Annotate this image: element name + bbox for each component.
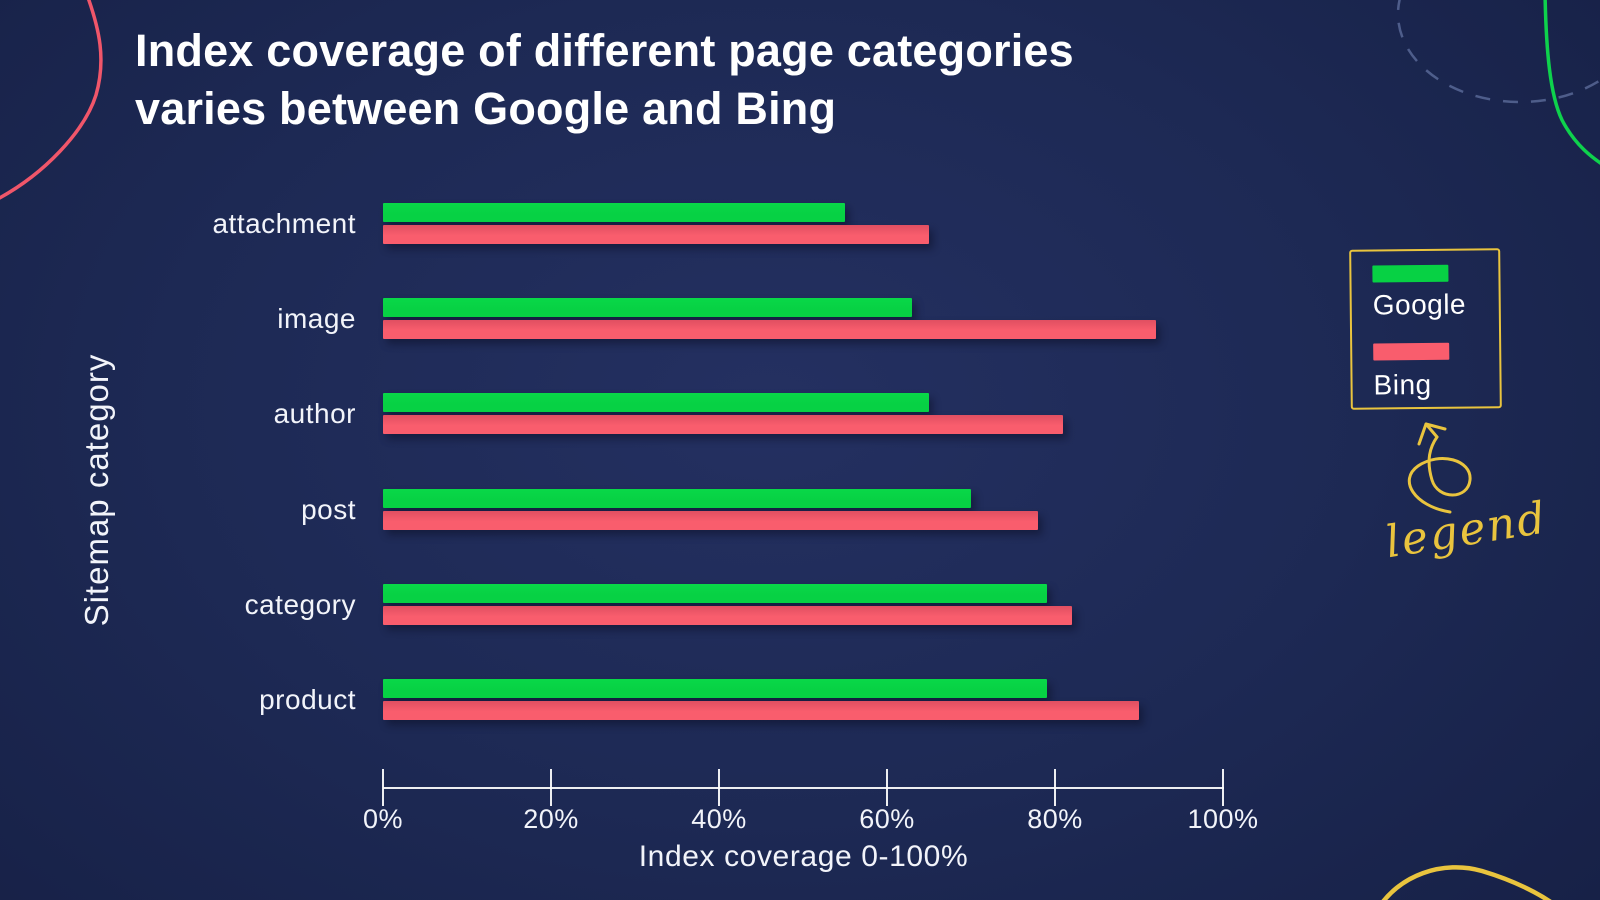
category-label: author [273,398,356,429]
top-right-dashed-circle [1396,0,1600,104]
x-axis-label: Index coverage 0-100% [638,840,969,873]
chart-row: attachment [0,203,1600,244]
bing-bar [383,511,1038,530]
bing-bar [383,225,929,244]
bing-bar [383,606,1072,625]
chart-row: product [0,679,1600,720]
page-title: Index coverage of different page categor… [135,22,1074,137]
bottom-right-yellow-arc [1381,865,1552,900]
axis-tick-mark [886,769,888,806]
x-axis-line [383,787,1224,789]
axis-tick-label: 60% [859,804,915,834]
google-legend-swatch [1372,264,1449,283]
legend-box: Google Bing [1349,248,1502,410]
top-left-red-arc [0,0,103,200]
bing-bar [383,415,1063,434]
axis-tick-mark [382,769,384,806]
axis-tick-mark [550,769,552,806]
chart-row: category [0,584,1600,625]
axis-tick-label: 40% [691,804,747,834]
axis-tick-label: 0% [362,804,404,834]
chart-row: image [0,298,1600,339]
google-bar [383,393,929,412]
page-title-line2: varies between Google and Bing [135,82,837,134]
google-bar [383,298,912,317]
axis-tick-mark [1054,769,1056,806]
bing-bar [383,320,1156,339]
category-label: post [301,494,356,525]
top-right-green-arc [1543,0,1600,165]
category-label: product [259,684,356,715]
bing-legend-swatch [1373,342,1450,361]
google-bar [383,584,1047,603]
bar-chart-rows: attachment image author post category pr… [0,203,1600,763]
axis-tick-mark [718,769,720,806]
bing-bar [383,701,1139,720]
bing-legend-label: Bing [1373,368,1432,401]
google-bar [383,489,971,508]
chart-row: post [0,489,1600,530]
google-legend-label: Google [1372,288,1467,321]
axis-tick-label: 80% [1027,804,1083,834]
category-label: category [244,589,356,620]
google-bar [383,203,845,222]
category-label: attachment [212,208,356,239]
axis-tick-label: 100% [1187,804,1259,834]
axis-tick-label: 20% [523,804,579,834]
axis-tick-mark [1222,769,1224,806]
chart-row: author [0,393,1600,434]
page-title-line1: Index coverage of different page categor… [135,25,1074,76]
google-bar [383,679,1047,698]
category-label: image [277,303,356,334]
